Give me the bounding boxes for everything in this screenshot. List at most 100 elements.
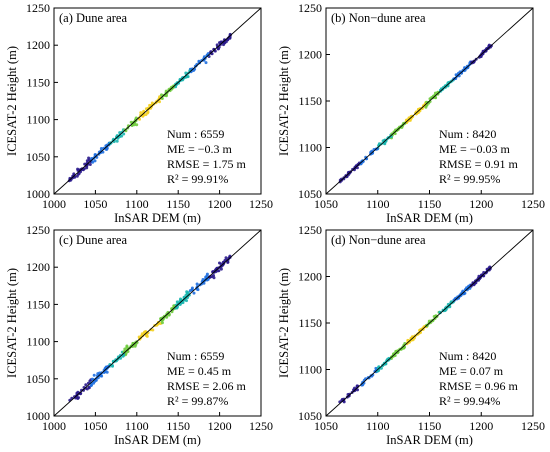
data-point	[459, 294, 463, 297]
data-point	[183, 297, 187, 301]
data-point	[87, 385, 91, 389]
x-axis-label: InSAR DEM (m)	[114, 211, 201, 225]
x-tick-label: 1250	[521, 197, 545, 211]
data-point	[158, 100, 161, 104]
panel-title: (b) Non−dune area	[331, 11, 426, 25]
data-point	[118, 131, 122, 135]
stats-line: RMSE = 2.06 m	[167, 379, 246, 393]
data-point	[92, 378, 96, 382]
stats-line: R² = 99.95%	[439, 172, 500, 186]
y-tick-label: 1150	[26, 75, 50, 89]
y-tick-label: 1050	[298, 187, 322, 201]
data-point	[195, 282, 199, 286]
stats-line: Num : 8420	[439, 349, 496, 363]
y-tick-label: 1050	[26, 150, 50, 164]
data-point	[185, 290, 189, 294]
y-axis-label: ICESAT-2 Height (m)	[277, 46, 291, 156]
data-point	[172, 304, 176, 308]
y-tick-label: 1050	[298, 409, 322, 423]
y-tick-label: 1250	[26, 223, 50, 237]
data-point	[201, 278, 205, 281]
data-point	[175, 300, 179, 304]
x-tick-label: 1250	[249, 419, 273, 433]
data-point	[91, 160, 95, 164]
data-point	[100, 374, 104, 378]
data-point	[111, 360, 115, 364]
y-tick-label: 1050	[26, 372, 50, 386]
data-point	[356, 388, 359, 392]
panel-title: (c) Dune area	[59, 233, 127, 247]
data-point	[190, 286, 194, 290]
x-tick-label: 1050	[83, 419, 107, 433]
stats-line: RMSE = 0.96 m	[439, 379, 518, 393]
data-point	[122, 354, 126, 357]
x-tick-label: 1000	[42, 197, 66, 211]
panel-c: 1000 1050 1100 1150 1200 1250 1000 1050 1100 1150…	[5, 223, 273, 447]
one-to-one-line	[325, 7, 534, 195]
data-point	[353, 386, 356, 390]
data-point	[219, 267, 223, 271]
data-point	[105, 370, 109, 374]
x-axis-label: InSAR DEM (m)	[114, 433, 201, 447]
data-point	[222, 43, 225, 47]
y-tick-label: 1250	[26, 1, 50, 15]
data-point	[202, 55, 206, 59]
y-tick-label: 1200	[298, 270, 322, 284]
plot-frame	[53, 7, 262, 195]
data-point	[355, 384, 359, 388]
data-point	[226, 260, 230, 264]
panel-title: (a) Dune area	[59, 11, 127, 25]
stats-line: ME = 0.45 m	[167, 364, 232, 378]
stats-line: R² = 99.94%	[439, 394, 500, 408]
x-tick-label: 1200	[469, 419, 493, 433]
y-tick-label: 1100	[298, 141, 322, 155]
one-to-one-line	[53, 229, 262, 417]
x-tick-label: 1100	[125, 419, 149, 433]
data-point	[111, 364, 114, 368]
data-point	[200, 59, 204, 62]
panel-a: 1000 1050 1100 1150 1200 1250 1000 1050 1100 1150…	[5, 1, 273, 225]
data-point	[115, 139, 119, 143]
panel-d: 1050 1100 1150 1200 1250 1050 1100 1150 1200 1250…	[277, 223, 545, 447]
panel-b: 1050 1100 1150 1200 1250 1050 1100 1150 1200 1250…	[277, 1, 545, 225]
data-point	[192, 291, 196, 295]
data-point	[132, 123, 136, 127]
data-point	[114, 358, 118, 362]
data-point	[351, 167, 355, 171]
stats-line: R² = 99.91%	[167, 172, 228, 186]
stats-line: RMSE = 1.75 m	[167, 157, 246, 171]
data-point	[146, 111, 150, 115]
data-point	[135, 123, 139, 127]
x-tick-label: 1250	[521, 419, 545, 433]
stats-line: Num : 6559	[167, 349, 224, 363]
data-point	[473, 279, 477, 283]
x-tick-label: 1050	[83, 197, 107, 211]
data-point	[88, 163, 92, 166]
stats-line: R² = 99.87%	[167, 394, 228, 408]
x-tick-label: 1100	[366, 197, 390, 211]
panel-title: (d) Non−dune area	[331, 233, 426, 247]
one-to-one-line	[325, 229, 534, 417]
y-tick-label: 1000	[26, 187, 50, 201]
x-tick-label: 1200	[208, 197, 232, 211]
stats-line: ME = −0.3 m	[167, 142, 233, 156]
stats-line: Num : 8420	[439, 127, 496, 141]
x-tick-label: 1100	[125, 197, 149, 211]
data-point	[120, 130, 124, 134]
x-tick-label: 1200	[208, 419, 232, 433]
data-point	[379, 366, 383, 370]
x-tick-label: 1250	[249, 197, 273, 211]
data-point	[184, 71, 188, 75]
y-tick-label: 1100	[26, 335, 50, 349]
data-point	[102, 368, 106, 372]
data-point	[89, 384, 93, 388]
y-axis-label: ICESAT-2 Height (m)	[5, 268, 19, 378]
x-axis-label: InSAR DEM (m)	[386, 433, 473, 447]
x-tick-label: 1050	[314, 197, 338, 211]
data-point	[137, 335, 141, 339]
data-point	[399, 347, 403, 351]
data-point	[215, 43, 219, 47]
data-point	[434, 96, 438, 100]
data-point	[190, 67, 194, 71]
